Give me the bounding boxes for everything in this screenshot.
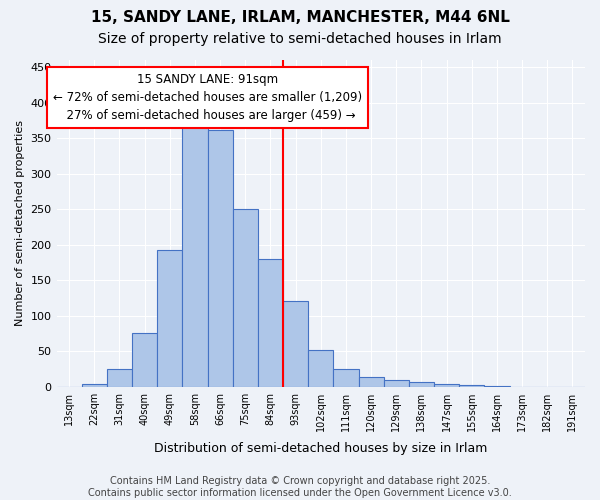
Bar xyxy=(182,124,208,386)
Bar xyxy=(334,369,359,386)
Bar xyxy=(258,259,283,386)
X-axis label: Distribution of semi-detached houses by size in Irlam: Distribution of semi-detached houses by … xyxy=(154,442,487,455)
Bar xyxy=(359,378,383,386)
Text: Size of property relative to semi-detached houses in Irlam: Size of property relative to semi-detach… xyxy=(98,32,502,46)
Bar xyxy=(409,382,434,386)
Text: Contains HM Land Registry data © Crown copyright and database right 2025.
Contai: Contains HM Land Registry data © Crown c… xyxy=(88,476,512,498)
Text: 15 SANDY LANE: 91sqm
← 72% of semi-detached houses are smaller (1,209)
  27% of : 15 SANDY LANE: 91sqm ← 72% of semi-detac… xyxy=(53,73,362,122)
Y-axis label: Number of semi-detached properties: Number of semi-detached properties xyxy=(15,120,25,326)
Bar xyxy=(208,130,233,386)
Bar xyxy=(107,369,132,386)
Text: 15, SANDY LANE, IRLAM, MANCHESTER, M44 6NL: 15, SANDY LANE, IRLAM, MANCHESTER, M44 6… xyxy=(91,10,509,25)
Bar xyxy=(82,384,107,386)
Bar xyxy=(308,350,334,387)
Bar xyxy=(157,250,182,386)
Bar xyxy=(132,334,157,386)
Bar xyxy=(434,384,459,386)
Bar xyxy=(233,209,258,386)
Bar xyxy=(283,302,308,386)
Bar xyxy=(459,385,484,386)
Bar xyxy=(383,380,409,386)
